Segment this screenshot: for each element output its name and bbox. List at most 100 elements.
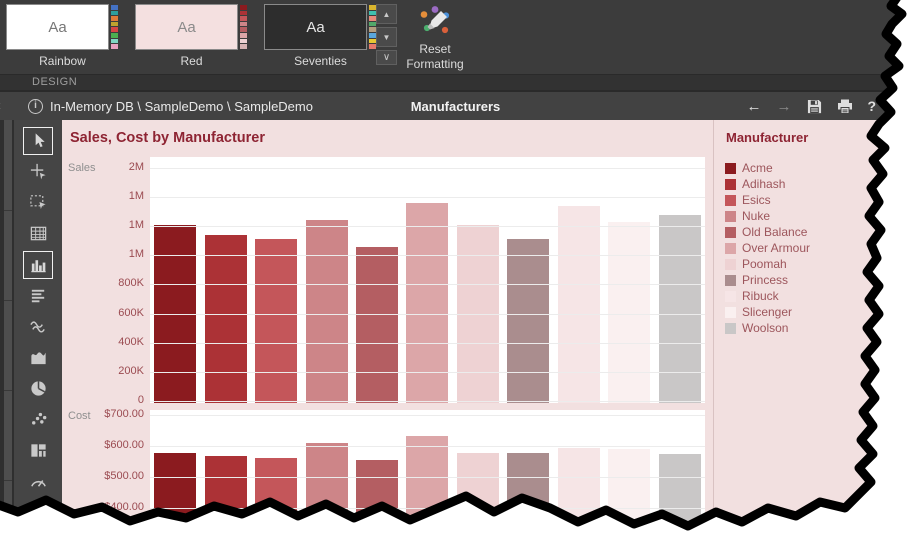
axis-tick-label: 400K bbox=[118, 336, 144, 348]
theme-swatch[interactable]: Aa bbox=[135, 4, 238, 50]
gridline bbox=[150, 343, 705, 344]
sales-bar-over-armour[interactable] bbox=[406, 203, 449, 403]
theme-seventies[interactable]: Aa Seventies bbox=[264, 4, 377, 68]
reset-formatting-button[interactable]: Reset Formatting bbox=[396, 3, 474, 72]
legend-item-label: Princess bbox=[742, 273, 789, 287]
legend-item-label: Woolson bbox=[742, 321, 789, 335]
gridline bbox=[150, 508, 705, 509]
theme-red[interactable]: Aa Red bbox=[135, 4, 248, 68]
axis-tick-label: $700.00 bbox=[104, 408, 144, 420]
collapsed-panel-rail[interactable] bbox=[0, 120, 14, 551]
sales-bar-princess[interactable] bbox=[507, 239, 550, 403]
tool-marquee-icon[interactable] bbox=[14, 187, 62, 218]
cost-bar-esics[interactable] bbox=[255, 458, 298, 551]
gridline bbox=[150, 255, 705, 256]
cost-bar-woolson[interactable] bbox=[658, 454, 701, 551]
help-icon[interactable]: ? bbox=[867, 98, 877, 114]
gallery-scroll-up-button[interactable]: ▲ bbox=[376, 4, 397, 24]
title-toolbar: ‹ i In-Memory DB \ SampleDemo \ SampleDe… bbox=[0, 90, 911, 120]
legend-item: Princess bbox=[725, 272, 810, 288]
cost-bar-nuke[interactable] bbox=[305, 443, 348, 551]
theme-rainbow[interactable]: Aa Rainbow bbox=[6, 4, 119, 68]
legend-color-swatch bbox=[725, 322, 736, 334]
theme-swatch[interactable]: Aa bbox=[264, 4, 367, 50]
cost-bar-acme[interactable] bbox=[154, 453, 197, 551]
tool-pointer-icon[interactable] bbox=[14, 125, 62, 156]
sales-bar-old-balance[interactable] bbox=[356, 247, 399, 403]
cost-bar-old-balance[interactable] bbox=[356, 460, 399, 551]
legend-item: Over Armour bbox=[725, 240, 810, 256]
sales-bar-esics[interactable] bbox=[255, 239, 298, 403]
gridline bbox=[150, 446, 705, 447]
tool-scatter-chart-icon[interactable] bbox=[14, 404, 62, 435]
sales-bar-adihash[interactable] bbox=[204, 235, 247, 403]
tool-grid-icon[interactable] bbox=[14, 218, 62, 249]
theme-label: Red bbox=[180, 54, 203, 68]
rail-handle[interactable] bbox=[4, 120, 12, 551]
cost-bar-princess[interactable] bbox=[507, 453, 550, 551]
cost-bar-poomah[interactable] bbox=[456, 453, 499, 551]
theme-gallery: Aa Rainbow Aa Red Aa Seventies bbox=[6, 4, 377, 68]
theme-color-strip bbox=[240, 4, 247, 50]
reset-formatting-icon bbox=[420, 6, 450, 34]
gallery-scroll-down-button[interactable]: ▼ bbox=[376, 27, 397, 47]
ribbon-tab-strip: DESIGN bbox=[0, 74, 911, 90]
legend-item: Old Balance bbox=[725, 224, 810, 240]
theme-label: Rainbow bbox=[39, 54, 86, 68]
cost-bar-over-armour[interactable] bbox=[406, 436, 449, 551]
legend-item-label: Poomah bbox=[742, 257, 787, 271]
legend-item-label: Slicenger bbox=[742, 305, 793, 319]
legend-color-swatch bbox=[725, 194, 736, 206]
back-icon[interactable]: ← bbox=[746, 97, 762, 115]
gridline bbox=[150, 168, 705, 169]
gallery-scrollbar: ▲ ▼ ∨ bbox=[376, 4, 397, 65]
legend-item-label: Nuke bbox=[742, 209, 771, 223]
gridline bbox=[150, 415, 705, 416]
gallery-more-button[interactable]: ∨ bbox=[376, 50, 397, 65]
forward-icon[interactable]: → bbox=[776, 97, 792, 115]
gridline bbox=[150, 284, 705, 285]
sales-plot-area bbox=[150, 157, 705, 403]
dashboard-item[interactable]: Sales, Cost by Manufacturer Sales 2M 1M 1M… bbox=[62, 120, 713, 551]
axis-tick-label: 1M bbox=[128, 190, 144, 202]
sales-bar-nuke[interactable] bbox=[305, 220, 348, 403]
tool-bar-chart-icon[interactable] bbox=[14, 249, 62, 280]
legend-list: Acme Adihash Esics Nuke Old Balance Over Armo… bbox=[725, 160, 810, 336]
tool-gauge-icon[interactable] bbox=[14, 466, 62, 497]
legend-item: Poomah bbox=[725, 256, 810, 272]
chart-item-title: Sales, Cost by Manufacturer bbox=[70, 130, 265, 146]
tool-pie-chart-icon[interactable] bbox=[14, 373, 62, 404]
legend-item-label: Esics bbox=[742, 193, 771, 207]
tool-line-chart-icon[interactable] bbox=[14, 311, 62, 342]
tool-area-chart-icon[interactable] bbox=[14, 342, 62, 373]
cost-bar-slicenger[interactable] bbox=[608, 449, 651, 551]
tool-text-lines-icon[interactable] bbox=[14, 280, 62, 311]
cost-bar-ribuck[interactable] bbox=[557, 448, 600, 551]
save-icon[interactable] bbox=[807, 99, 822, 114]
sales-pane: Sales 2M 1M 1M 1M 800K 600K 400K 200K 0 bbox=[62, 157, 713, 406]
legend-item-label: Ribuck bbox=[742, 289, 779, 303]
gridline bbox=[150, 477, 705, 478]
tab-design[interactable]: DESIGN bbox=[32, 76, 78, 88]
print-icon[interactable] bbox=[837, 99, 853, 114]
sales-bar-slicenger[interactable] bbox=[608, 222, 651, 403]
sales-bar-woolson[interactable] bbox=[658, 215, 701, 403]
tool-treemap-icon[interactable] bbox=[14, 435, 62, 466]
legend-title: Manufacturer bbox=[726, 130, 809, 145]
sales-bar-ribuck[interactable] bbox=[557, 206, 600, 403]
gridline bbox=[150, 372, 705, 373]
legend-item: Ribuck bbox=[725, 288, 810, 304]
close-icon[interactable]: × bbox=[891, 96, 901, 115]
legend-item: Woolson bbox=[725, 320, 810, 336]
axis-tick-label: 2M bbox=[128, 161, 144, 173]
legend-item: Acme bbox=[725, 160, 810, 176]
tool-crosshair-icon[interactable] bbox=[14, 156, 62, 187]
legend-color-swatch bbox=[725, 306, 736, 318]
legend-color-swatch bbox=[725, 210, 736, 222]
theme-swatch[interactable]: Aa bbox=[6, 4, 109, 50]
axis-tick-label: 1M bbox=[128, 248, 144, 260]
axis-tick-label: 200K bbox=[118, 365, 144, 377]
cost-bar-adihash[interactable] bbox=[204, 456, 247, 551]
legend-color-swatch bbox=[725, 162, 736, 174]
